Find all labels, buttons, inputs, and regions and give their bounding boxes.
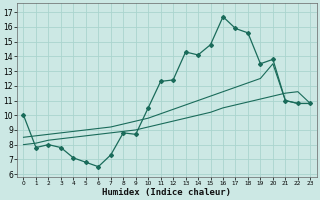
X-axis label: Humidex (Indice chaleur): Humidex (Indice chaleur) [102,188,231,197]
